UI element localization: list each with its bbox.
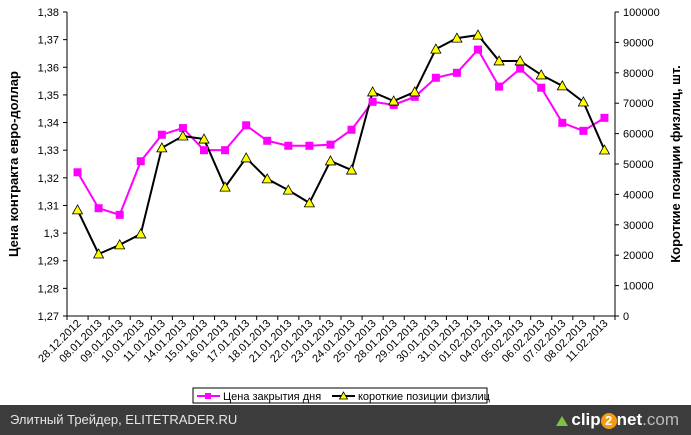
chart: 1,27 1,28 1,29 1,3 1,31 1,32 1,33 1,34 1,35 1,36 1… — [6, 7, 683, 404]
legend-triangle-marker — [338, 391, 349, 400]
right-tick-label: 30000 — [623, 220, 654, 232]
right-tick-label: 50000 — [623, 159, 654, 171]
price-point — [73, 168, 82, 177]
price-point — [178, 124, 187, 133]
price-point — [305, 141, 314, 150]
price-point — [157, 130, 166, 139]
legend-label-shorts: короткие позиции физлиц — [358, 391, 491, 403]
price-point — [410, 92, 419, 101]
price-point — [579, 126, 588, 135]
right-tick-label: 10000 — [623, 281, 654, 293]
price-line — [76, 47, 605, 217]
left-tick-label: 1,32 — [38, 173, 59, 185]
left-tick-label: 1,3 — [44, 228, 59, 240]
price-point — [431, 73, 440, 82]
shorts-point — [324, 155, 337, 166]
left-tick-label: 1,31 — [38, 200, 59, 212]
shorts-line — [76, 34, 606, 256]
price-point — [94, 204, 103, 213]
left-tick-label: 1,37 — [38, 35, 59, 47]
left-tick-label: 1,36 — [38, 62, 59, 74]
shorts-point — [198, 133, 210, 144]
price-point — [495, 82, 504, 91]
shorts-point — [135, 228, 147, 239]
left-tick-label: 1,28 — [38, 283, 59, 295]
right-tick-label: 90000 — [623, 37, 654, 49]
shorts-point — [282, 184, 294, 195]
shorts-point — [535, 69, 547, 80]
shorts-point — [598, 144, 611, 155]
shorts-point — [472, 29, 484, 40]
shorts-point — [92, 248, 105, 259]
shorts-point — [409, 86, 421, 97]
price-point — [263, 136, 272, 145]
price-point — [284, 141, 293, 150]
shorts-point — [556, 80, 568, 91]
price-point — [474, 45, 482, 54]
shorts-point — [303, 197, 316, 208]
price-point — [537, 83, 546, 92]
left-tick-label: 1,29 — [38, 256, 59, 268]
shorts-point — [430, 43, 442, 54]
price-point — [242, 121, 251, 130]
left-tick-label: 1,34 — [38, 118, 59, 130]
price-point — [347, 125, 356, 134]
left-axis-title: Цена контракта евро-доллар — [6, 71, 21, 257]
clip2net-logo[interactable]: clip 2 net.com — [556, 410, 679, 430]
price-point — [368, 97, 377, 106]
shorts-point — [577, 96, 590, 107]
price-point — [600, 113, 609, 122]
shorts-point — [114, 239, 126, 250]
left-tick-label: 1,35 — [38, 90, 59, 102]
price-point — [221, 146, 230, 155]
upload-arrow-icon — [556, 415, 569, 426]
shorts-point — [219, 181, 231, 192]
shorts-point — [493, 55, 505, 66]
left-tick-label: 1,27 — [38, 311, 59, 323]
footer-bar: Элитный Трейдер, ELITETRADER.RU clip 2 net… — [0, 405, 691, 435]
shorts-point — [71, 204, 84, 215]
shorts-point — [261, 173, 273, 184]
footer-text: Элитный Трейдер, ELITETRADER.RU — [10, 412, 238, 427]
right-tick-label: 20000 — [623, 250, 654, 262]
price-point — [452, 68, 461, 77]
price-point — [115, 210, 124, 219]
right-tick-label: 100000 — [623, 7, 660, 19]
shorts-point — [451, 32, 463, 43]
right-tick-label: 40000 — [623, 189, 654, 201]
legend-square-marker — [205, 393, 211, 399]
price-point — [136, 157, 145, 166]
right-tick-label: 0 — [623, 311, 629, 323]
right-axis-title: Короткие позиции физлиц, шт. — [668, 65, 683, 263]
right-tick-label: 80000 — [623, 68, 654, 80]
price-point — [516, 64, 525, 73]
shorts-point — [345, 164, 358, 175]
right-tick-label: 70000 — [623, 98, 654, 110]
shorts-point — [240, 152, 252, 163]
shorts-point — [177, 130, 189, 141]
price-point — [200, 146, 208, 155]
legend-label-price: Цена закрытия дня — [223, 391, 321, 403]
shorts-point — [514, 55, 526, 66]
left-tick-label: 1,38 — [38, 7, 59, 19]
shorts-point — [156, 142, 168, 153]
shorts-point — [388, 95, 400, 106]
price-point — [558, 118, 567, 127]
price-point — [326, 140, 335, 149]
shorts-point — [366, 86, 379, 97]
left-tick-label: 1,33 — [38, 145, 59, 157]
right-tick-label: 60000 — [623, 129, 654, 141]
legend: Цена закрытия дня короткие позиции физли… — [192, 387, 491, 404]
